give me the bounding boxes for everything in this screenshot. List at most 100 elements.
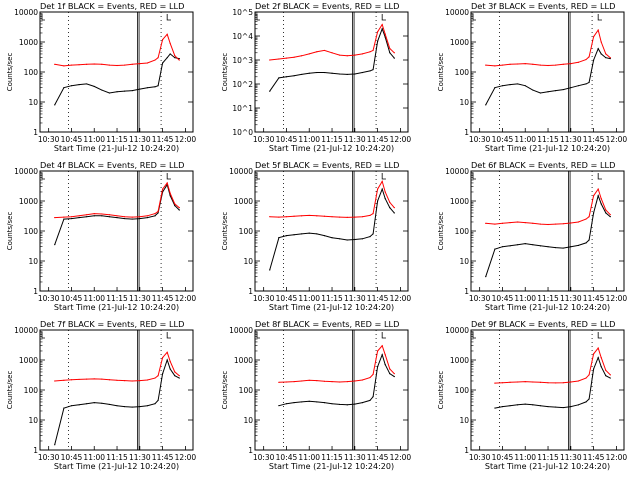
- data-point-lld: [381, 180, 383, 183]
- bracket-marker: [597, 14, 602, 21]
- x-axis-label: Start Time (21-Jul-12 10:24:20): [269, 303, 394, 312]
- data-point-lld: [562, 382, 564, 384]
- data-point-events: [600, 203, 602, 205]
- bracket-marker: [166, 332, 171, 339]
- plot-frame: [254, 329, 409, 451]
- data-point-events: [54, 444, 56, 446]
- data-point-lld: [308, 53, 310, 55]
- y-tick-label: 10000: [229, 167, 253, 176]
- data-point-lld: [346, 216, 348, 218]
- data-point-events: [108, 92, 111, 94]
- x-tick-label: 11:00: [83, 135, 105, 144]
- data-point-lld: [278, 216, 280, 218]
- data-point-events: [369, 70, 371, 72]
- data-point-lld: [393, 52, 395, 54]
- y-tick-label: 10: [459, 98, 469, 107]
- data-point-lld: [577, 380, 580, 382]
- panel-det-5: Det 5f BLACK = Events, RED = LLD 1 10 100 10…: [221, 160, 411, 312]
- data-point-lld: [131, 216, 133, 218]
- panel-title: Det 9f BLACK = Events, RED = LLD: [471, 319, 615, 329]
- data-point-events: [393, 212, 395, 214]
- data-point-events: [346, 239, 348, 241]
- data-point-events: [609, 216, 611, 218]
- data-point-events: [154, 403, 156, 405]
- data-point-lld: [278, 381, 280, 383]
- data-point-lld: [301, 380, 303, 382]
- data-point-lld: [585, 218, 587, 220]
- x-tick-label: 12:00: [175, 135, 197, 144]
- data-point-events: [585, 83, 587, 85]
- panel-title: Det 2f BLACK = Events, RED = LLD: [255, 1, 399, 11]
- x-tick-label: 12:00: [390, 294, 412, 303]
- data-point-lld: [346, 55, 348, 57]
- data-point-events: [485, 276, 487, 278]
- x-tick-label: 12:00: [606, 453, 628, 462]
- series-line-lld: [494, 347, 611, 384]
- data-point-lld: [524, 63, 526, 65]
- data-point-events: [372, 396, 374, 398]
- data-point-lld: [555, 382, 557, 384]
- data-point-events: [346, 404, 348, 406]
- data-point-lld: [389, 201, 391, 203]
- data-point-events: [494, 407, 496, 409]
- data-point-lld: [588, 374, 590, 376]
- data-point-events: [555, 406, 557, 408]
- data-point-events: [169, 368, 171, 370]
- data-point-lld: [108, 214, 111, 216]
- y-tick-label: 10000: [14, 167, 38, 176]
- data-point-lld: [54, 216, 56, 219]
- data-point-lld: [600, 41, 602, 43]
- series-line-lld: [269, 180, 395, 218]
- y-axis-label: Counts/sec: [6, 371, 14, 410]
- data-point-lld: [162, 39, 164, 41]
- data-point-events: [588, 239, 590, 241]
- data-point-events: [293, 402, 295, 404]
- x-tick-label: 11:15: [321, 135, 343, 144]
- y-tick-label: 1: [464, 287, 469, 296]
- data-point-lld: [372, 373, 374, 376]
- y-tick-label: 1000: [450, 197, 469, 206]
- data-point-lld: [593, 195, 595, 197]
- data-point-lld: [555, 223, 557, 225]
- data-point-lld: [108, 379, 111, 381]
- y-tick-label: 1000: [19, 197, 38, 206]
- x-tick-label: 11:00: [298, 294, 320, 303]
- x-tick-label: 11:45: [583, 453, 605, 462]
- x-tick-label: 10:45: [276, 294, 298, 303]
- data-point-lld: [501, 382, 504, 384]
- y-tick-label: 10000: [14, 326, 38, 335]
- data-point-lld: [146, 379, 149, 381]
- x-axis-label: Start Time (21-Jul-12 10:24:20): [485, 462, 610, 471]
- data-point-lld: [377, 350, 379, 352]
- data-point-lld: [174, 55, 176, 57]
- data-point-events: [354, 238, 356, 241]
- y-axis-label: Counts/sec: [6, 53, 14, 92]
- data-point-lld: [293, 215, 295, 217]
- x-tick-label: 10:30: [38, 135, 60, 144]
- data-point-lld: [485, 222, 487, 224]
- data-point-lld: [78, 378, 80, 381]
- data-point-events: [547, 91, 549, 93]
- data-point-lld: [585, 377, 587, 379]
- data-point-events: [93, 85, 95, 88]
- x-tick-label: 10:30: [253, 453, 275, 462]
- data-point-lld: [54, 380, 56, 382]
- x-tick-label: 11:15: [537, 135, 559, 144]
- data-point-lld: [124, 380, 126, 382]
- plot-frame: [470, 170, 625, 292]
- data-point-lld: [108, 64, 111, 66]
- data-point-lld: [178, 59, 180, 61]
- x-tick-label: 11:15: [106, 294, 128, 303]
- data-point-events: [301, 233, 303, 235]
- x-tick-label: 11:15: [321, 294, 343, 303]
- data-point-events: [154, 215, 156, 217]
- data-point-events: [609, 57, 611, 60]
- bracket-marker-left: [41, 173, 45, 180]
- data-point-lld: [339, 381, 341, 383]
- data-point-events: [70, 85, 73, 87]
- data-point-lld: [539, 381, 542, 383]
- x-tick-label: 11:45: [367, 453, 389, 462]
- data-point-lld: [501, 64, 504, 66]
- data-point-events: [269, 269, 271, 271]
- data-point-events: [605, 57, 607, 59]
